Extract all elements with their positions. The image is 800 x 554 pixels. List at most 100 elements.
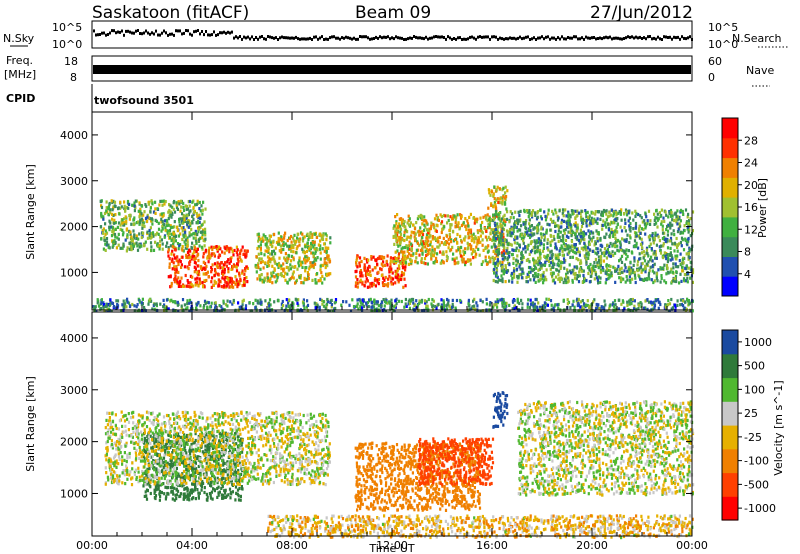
echo-cell xyxy=(589,262,592,267)
echo-cell xyxy=(394,261,398,265)
echo-cell xyxy=(296,301,299,305)
nsky-point xyxy=(145,29,147,33)
echo-cell xyxy=(109,208,112,212)
echo-cell xyxy=(398,266,401,271)
echo-cell xyxy=(629,229,632,233)
nsky-point xyxy=(171,32,173,36)
echo-cell xyxy=(627,211,630,215)
echo-cell xyxy=(426,252,429,256)
echo-cell xyxy=(264,235,267,239)
nsky-point xyxy=(491,35,493,39)
echo-cell xyxy=(686,227,689,231)
echo-cell xyxy=(213,273,216,277)
echo-cell xyxy=(663,254,666,258)
echo-cell xyxy=(606,215,609,219)
echo-cell xyxy=(687,212,690,216)
echo-cell xyxy=(443,241,447,245)
echo-cell xyxy=(323,277,326,281)
nsky-point xyxy=(607,36,609,40)
echo-cell xyxy=(596,252,599,256)
echo-cell xyxy=(138,201,141,205)
echo-cell xyxy=(408,301,412,305)
nsky-point xyxy=(125,29,127,33)
echo-cell xyxy=(181,255,184,259)
echo-cell xyxy=(588,214,591,218)
echo-cell xyxy=(201,233,204,237)
echo-cell xyxy=(629,260,632,264)
echo-cell xyxy=(502,243,505,247)
echo-cell xyxy=(641,246,644,250)
nsky-point xyxy=(139,32,141,35)
echo-cell xyxy=(680,236,684,240)
echo-cell xyxy=(583,279,586,284)
echo-cell xyxy=(487,235,490,239)
nsky-point xyxy=(381,36,383,40)
echo-cell xyxy=(173,253,176,257)
echo-cell xyxy=(250,309,253,313)
echo-cell xyxy=(354,270,357,274)
echo-cell xyxy=(400,299,403,304)
echo-cell xyxy=(572,272,575,276)
echo-cell xyxy=(171,249,174,253)
echo-cell xyxy=(105,200,108,204)
nsky-point xyxy=(109,31,111,35)
echo-cell xyxy=(124,206,127,210)
echo-cell xyxy=(680,244,683,248)
echo-cell xyxy=(397,264,401,268)
echo-cell xyxy=(654,256,657,260)
echo-cell xyxy=(160,217,163,221)
echo-cell xyxy=(604,303,607,307)
echo-cell xyxy=(608,214,611,218)
echo-cell xyxy=(669,239,672,243)
echo-cell xyxy=(520,233,523,237)
echo-cell xyxy=(459,234,462,238)
echo-cell xyxy=(358,256,362,260)
nsky-point xyxy=(363,35,365,39)
echo-cell xyxy=(635,241,638,245)
echo-cell xyxy=(623,263,626,267)
echo-cell xyxy=(619,248,622,252)
echo-cell xyxy=(467,231,470,235)
echo-cell xyxy=(524,250,527,254)
echo-cell xyxy=(174,256,177,260)
echo-cell xyxy=(130,222,133,226)
echo-cell xyxy=(218,253,221,257)
echo-cell xyxy=(190,246,194,250)
echo-cell xyxy=(519,263,522,267)
echo-cell xyxy=(474,307,477,311)
echo-cell xyxy=(366,301,369,305)
echo-cell xyxy=(571,255,574,259)
nsky-point xyxy=(123,33,125,37)
echo-cell xyxy=(238,272,241,276)
echo-cell xyxy=(604,281,607,285)
echo-cell xyxy=(388,270,391,274)
echo-cell xyxy=(532,278,536,282)
echo-cell xyxy=(186,265,189,269)
echo-cell xyxy=(553,237,556,241)
echo-cell xyxy=(277,237,280,241)
echo-cell xyxy=(367,272,370,277)
echo-cell xyxy=(389,256,392,260)
echo-cell xyxy=(566,302,569,306)
nsky-point xyxy=(195,29,197,33)
echo-cell xyxy=(643,219,646,223)
echo-cell xyxy=(537,223,540,227)
echo-cell xyxy=(383,278,386,282)
echo-cell xyxy=(305,305,308,309)
echo-cell xyxy=(157,232,160,236)
echo-cell xyxy=(284,258,287,262)
echo-cell xyxy=(560,276,563,280)
echo-cell xyxy=(529,298,532,302)
echo-cell xyxy=(469,228,473,232)
echo-cell xyxy=(676,254,679,258)
echo-cell xyxy=(255,270,258,274)
echo-cell xyxy=(563,266,566,270)
echo-cell xyxy=(557,277,560,281)
echo-cell xyxy=(174,274,177,278)
echo-cell xyxy=(651,303,654,307)
echo-cell xyxy=(268,301,271,305)
echo-cell xyxy=(439,213,442,217)
echo-cell xyxy=(318,305,321,309)
echo-cell xyxy=(457,248,460,252)
echo-cell xyxy=(669,208,673,213)
